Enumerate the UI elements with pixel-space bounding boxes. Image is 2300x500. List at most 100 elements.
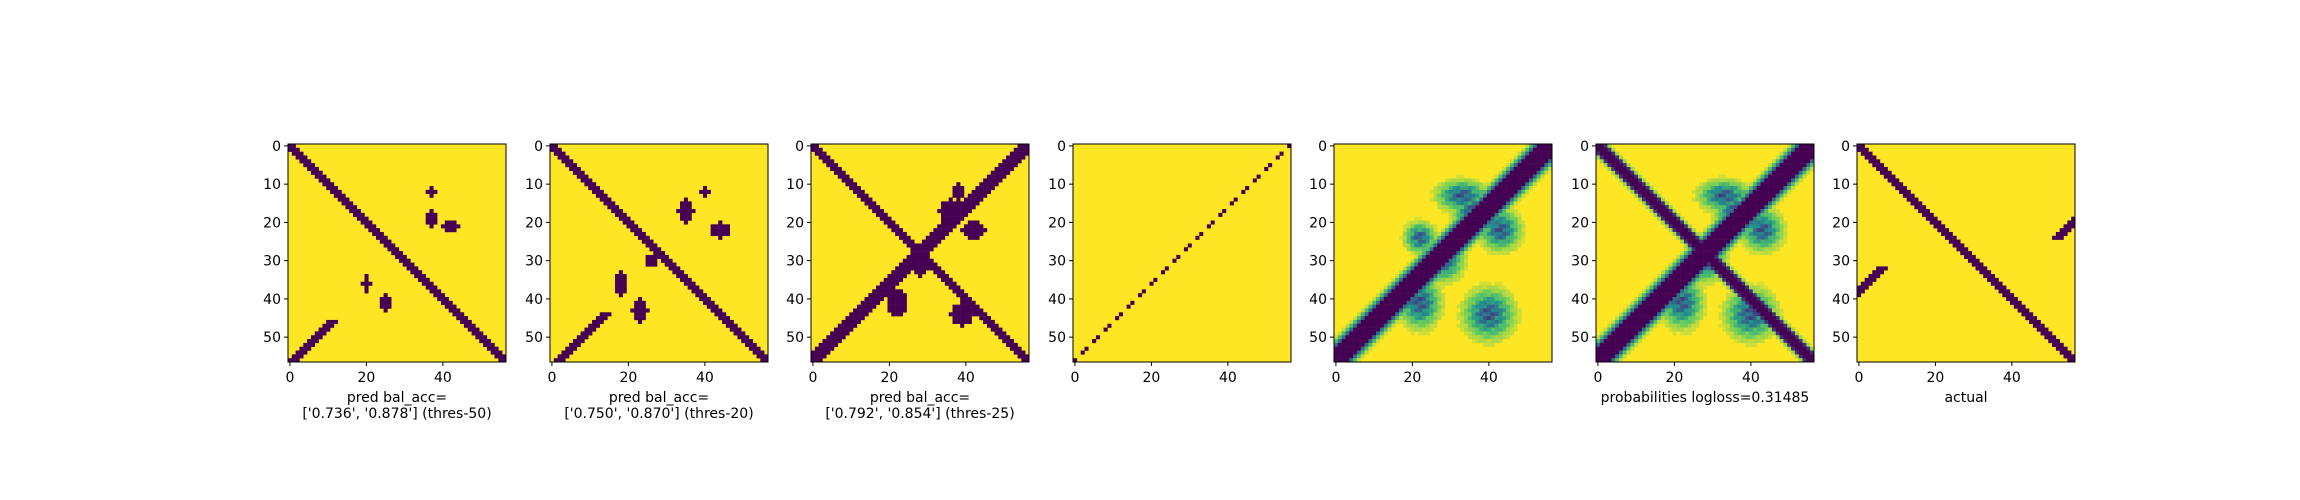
heatmap-cell	[948, 228, 953, 233]
heatmap-cell	[1641, 189, 1646, 194]
heatmap-cell	[1741, 331, 1746, 336]
heatmap-cell	[1657, 277, 1662, 282]
heatmap-cell	[1509, 243, 1514, 248]
heatmap-cell	[1433, 254, 1438, 259]
heatmap-cell	[483, 339, 488, 344]
heatmap-cell	[1464, 235, 1469, 240]
heatmap-cell	[1360, 327, 1365, 332]
heatmap-cell	[483, 335, 488, 340]
heatmap-cell	[1596, 155, 1601, 160]
heatmap-cell	[1975, 266, 1980, 271]
heatmap-cell	[1760, 182, 1765, 187]
heatmap-cell	[1756, 300, 1761, 305]
heatmap-cell	[1683, 274, 1689, 279]
heatmap-cell	[1498, 170, 1503, 175]
heatmap-cell	[1460, 239, 1465, 244]
heatmap-cell	[2048, 331, 2053, 336]
heatmap-cell	[1760, 323, 1765, 328]
heatmap-cell	[1906, 193, 1911, 198]
heatmap-cell	[1775, 327, 1780, 332]
heatmap-cell	[1726, 224, 1731, 229]
heatmap-cell	[1615, 166, 1620, 172]
heatmap-cell	[1794, 144, 1799, 149]
heatmap-cell	[1645, 327, 1650, 332]
heatmap-cell	[1441, 254, 1446, 259]
heatmap-cell	[1433, 289, 1438, 294]
heatmap-cell	[1960, 247, 1965, 252]
heatmap-cell	[1475, 289, 1480, 294]
heatmap-cell	[1483, 220, 1488, 225]
heatmap-cell	[714, 308, 719, 313]
heatmap-cell	[1745, 281, 1750, 286]
heatmap-cell	[1676, 212, 1681, 217]
heatmap-cell	[944, 201, 949, 206]
heatmap-cell	[1756, 243, 1761, 248]
heatmap-cell	[1733, 189, 1738, 194]
heatmap-cell	[622, 220, 627, 225]
heatmap-cell	[1783, 228, 1788, 233]
heatmap-cell	[1525, 174, 1530, 179]
heatmap-cell	[1864, 277, 1869, 282]
heatmap-cell	[1433, 186, 1438, 191]
heatmap-cell	[1695, 323, 1700, 328]
heatmap-cell	[1768, 243, 1773, 248]
heatmap-cell	[1626, 166, 1631, 172]
heatmap-cell	[971, 220, 976, 225]
heatmap-cell	[1718, 235, 1723, 240]
heatmap-cell	[691, 281, 696, 286]
heatmap-cell	[967, 193, 972, 198]
heatmap-cell	[303, 342, 308, 347]
heatmap-cell	[1737, 205, 1742, 210]
heatmap-cell	[1544, 170, 1549, 175]
heatmap-cell	[1748, 300, 1754, 305]
heatmap-cell	[1452, 186, 1457, 191]
heatmap-cell	[1548, 151, 1553, 156]
heatmap-cell	[1607, 144, 1612, 149]
heatmap-cell	[1752, 178, 1757, 183]
heatmap-cell	[1691, 323, 1696, 328]
heatmap-cell	[1425, 266, 1430, 271]
heatmap-cell	[1483, 316, 1488, 321]
heatmap-cell	[1513, 166, 1518, 172]
heatmap-cell	[1741, 197, 1746, 202]
heatmap-cell	[603, 316, 608, 321]
heatmap-cell	[956, 304, 961, 309]
heatmap-cell	[725, 228, 730, 233]
heatmap-cell	[1498, 209, 1503, 214]
heatmap-cell	[1699, 281, 1704, 286]
heatmap-cell	[1464, 327, 1469, 332]
heatmap-cell	[322, 327, 327, 332]
heatmap-cell	[876, 296, 881, 302]
heatmap-cell	[1479, 182, 1484, 187]
heatmap-cell	[565, 350, 570, 355]
heatmap-cell	[1668, 319, 1673, 324]
heatmap-cell	[1748, 231, 1754, 237]
heatmap-cell	[1513, 197, 1518, 202]
heatmap-cell	[1448, 262, 1453, 267]
heatmap-cell	[971, 231, 976, 237]
heatmap-cell	[937, 231, 942, 237]
heatmap-cell	[1456, 193, 1461, 198]
heatmap-cell	[967, 228, 972, 233]
heatmap-cell	[1775, 316, 1780, 321]
heatmap-cell	[1448, 258, 1453, 263]
heatmap-cell	[1429, 293, 1434, 298]
heatmap-cell	[1521, 193, 1526, 198]
heatmap-cell	[1615, 346, 1620, 351]
heatmap-cell	[1741, 300, 1746, 305]
heatmap-cell	[1876, 166, 1881, 172]
heatmap-cell	[1653, 293, 1658, 298]
heatmap-cell	[1448, 182, 1453, 187]
heatmap-cell	[368, 220, 373, 225]
heatmap-cell	[1748, 239, 1754, 244]
heatmap-cell	[975, 308, 980, 313]
heatmap-cell	[2063, 231, 2068, 237]
heatmap-cell	[956, 212, 961, 217]
ytick-label: 50	[1571, 330, 1589, 346]
heatmap-cell	[1891, 182, 1896, 187]
heatmap-cell	[1615, 170, 1620, 175]
heatmap-cell	[630, 228, 635, 233]
heatmap-cell	[1876, 270, 1881, 275]
heatmap-cell	[1360, 346, 1365, 351]
heatmap-cell	[1395, 293, 1400, 298]
